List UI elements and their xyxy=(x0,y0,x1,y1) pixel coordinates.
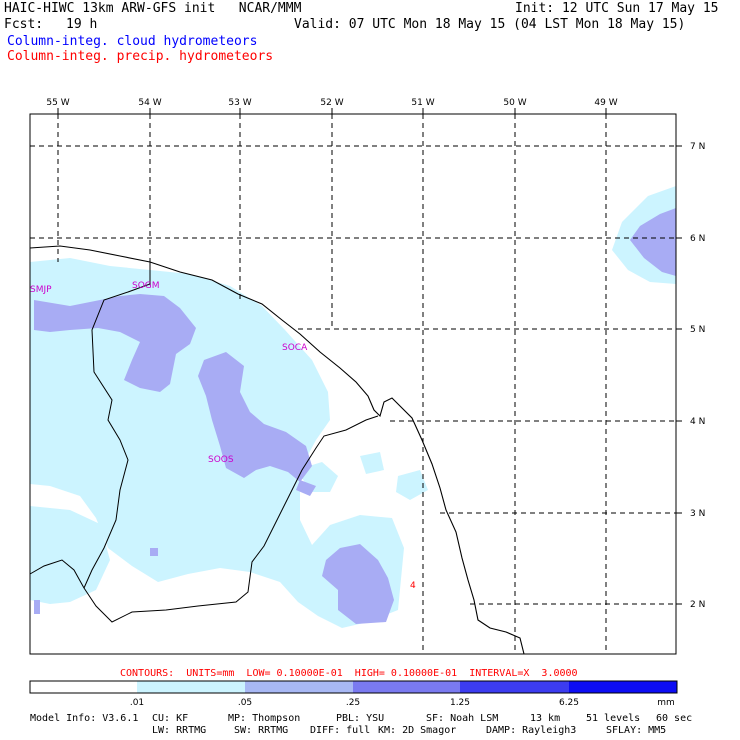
valid-time: Valid: 07 UTC Mon 18 May 15 (04 LST Mon … xyxy=(294,17,686,32)
colorbar-units: mm xyxy=(657,698,675,708)
footer-sw: SW: RRTMG xyxy=(234,725,289,736)
lat-label-3n: 3 N xyxy=(690,509,705,519)
field-precip-label: Column-integ. precip. hydrometeors xyxy=(7,49,274,64)
coastline xyxy=(29,245,525,655)
lat-label-5n: 5 N xyxy=(690,325,705,335)
init-time: Init: 12 UTC Sun 17 May 15 xyxy=(515,1,719,16)
map-frame xyxy=(29,113,677,655)
lon-label-53w: 53 W xyxy=(228,98,251,108)
lat-label-6n: 6 N xyxy=(690,234,705,244)
lat-label-2n: 2 N xyxy=(690,600,705,610)
color-bar-labels: .01 .05 .25 1.25 6.25 mm xyxy=(130,698,675,708)
field-cloud-label: Column-integ. cloud hydrometeors xyxy=(7,34,258,49)
precip-contour-mark: 4 xyxy=(410,581,416,591)
lon-label-52w: 52 W xyxy=(320,98,343,108)
station-soos: SOOS xyxy=(208,455,234,465)
footer-pbl: PBL: YSU xyxy=(336,713,385,724)
axis-ticks xyxy=(57,108,682,605)
footer-sf: SF: Noah LSM xyxy=(426,713,499,724)
colorbar-label-2: .05 xyxy=(238,698,252,708)
station-smjp: SMJP xyxy=(30,285,52,295)
colorbar-label-4: 1.25 xyxy=(450,698,470,708)
footer-lw: LW: RRTMG xyxy=(152,725,207,736)
lon-label-55w: 55 W xyxy=(46,98,69,108)
footer-mp: MP: Thompson xyxy=(228,713,301,724)
footer-levels: 51 levels xyxy=(586,713,641,724)
lat-label-4n: 4 N xyxy=(690,417,705,427)
footer-model-version: Model Info: V3.6.1 xyxy=(30,713,139,724)
station-sogm: SOGM xyxy=(132,281,160,291)
footer-km: KM: 2D Smagor xyxy=(378,725,457,736)
colorbar-label-1: .01 xyxy=(130,698,144,708)
lat-lon-grid xyxy=(30,114,676,654)
colorbar-label-3: .25 xyxy=(346,698,360,708)
footer-resolution: 13 km xyxy=(530,713,561,724)
color-bar xyxy=(29,680,678,694)
forecast-label: Fcst: xyxy=(4,17,44,32)
longitude-labels: 55 W 54 W 53 W 52 W 51 W 50 W 49 W xyxy=(46,98,617,108)
footer-sflay: SFLAY: MM5 xyxy=(606,725,667,736)
footer-timestep: 60 sec xyxy=(656,713,693,724)
lon-label-51w: 51 W xyxy=(411,98,434,108)
forecast-hour: 19 h xyxy=(66,17,98,32)
colorbar-label-5: 6.25 xyxy=(559,698,579,708)
station-labels: SMJP SOGM SOCA SOOS xyxy=(30,281,308,465)
lon-label-49w: 49 W xyxy=(594,98,617,108)
footer-cu: CU: KF xyxy=(152,713,189,724)
station-soca: SOCA xyxy=(282,343,308,353)
lon-label-54w: 54 W xyxy=(138,98,161,108)
contour-info: CONTOURS: UNITS=mm LOW= 0.10000E-01 HIGH… xyxy=(120,668,578,679)
national-borders xyxy=(29,262,379,623)
plot-title: HAIC-HIWC 13km ARW-GFS init NCAR/MMM xyxy=(4,1,302,16)
latitude-labels: 7 N 6 N 5 N 4 N 3 N 2 N xyxy=(690,142,705,610)
footer-damp: DAMP: Rayleigh3 xyxy=(486,725,577,736)
footer-diff: DIFF: full xyxy=(310,725,371,736)
cloud-shading-medium xyxy=(34,208,676,624)
lat-label-7n: 7 N xyxy=(690,142,705,152)
lon-label-50w: 50 W xyxy=(503,98,526,108)
